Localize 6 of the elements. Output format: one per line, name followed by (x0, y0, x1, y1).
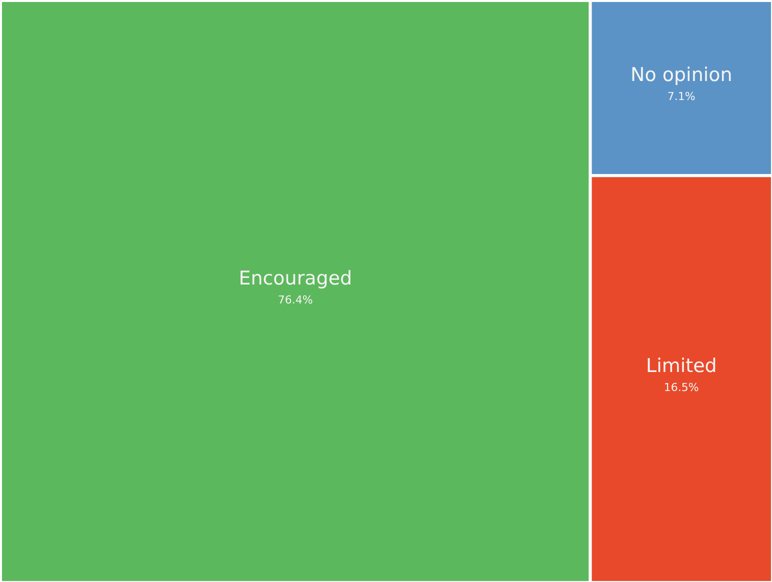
data-label: 76.4% (278, 294, 313, 306)
category-label: Encouraged (238, 268, 352, 290)
category-label: Limited (646, 355, 717, 378)
data-label: 16.5% (664, 381, 699, 394)
data-label: 7.1% (667, 90, 696, 104)
category-label: No opinion (630, 64, 732, 86)
